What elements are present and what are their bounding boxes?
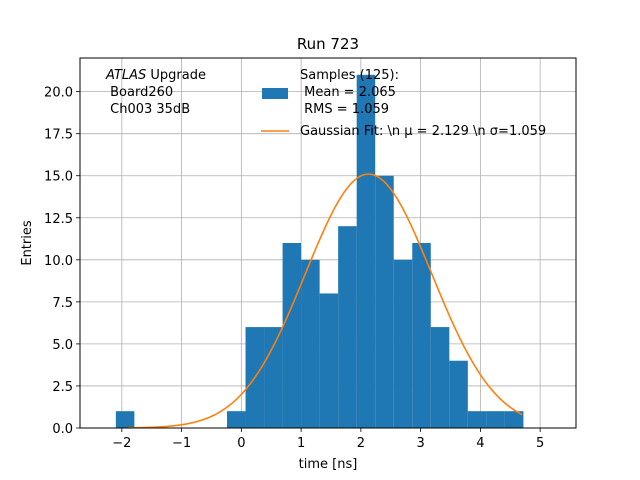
- annotation-line-2: Board260: [106, 85, 173, 100]
- x-axis-label: time [ns]: [299, 457, 358, 472]
- histogram-bar: [467, 411, 487, 428]
- atlas-annotation: ATLAS Upgrade Board260 Ch003 35dB: [105, 68, 206, 117]
- legend-histogram-line: RMS = 1.059: [300, 102, 389, 117]
- x-tick-label: 3: [416, 436, 424, 451]
- y-axis-ticks: 0.0 2.5 5.0 7.5 10.0 12.5 15.0 17.5 20.0: [44, 86, 80, 437]
- x-tick-label: 2: [357, 436, 365, 451]
- gaussian-fit-curve: [127, 173, 523, 429]
- legend-histogram-line: Mean = 2.065: [300, 85, 396, 100]
- y-tick-label: 0.0: [52, 422, 73, 437]
- histogram-bar: [449, 360, 468, 428]
- y-tick-label: 10.0: [44, 254, 73, 269]
- y-tick-label: 20.0: [44, 86, 73, 101]
- x-axis-ticks: −2 −1 0 1 2 3 4 5: [112, 428, 544, 451]
- x-tick-label: 5: [536, 436, 544, 451]
- histogram-bar: [319, 293, 339, 428]
- chart-title: Run 723: [297, 35, 359, 53]
- histogram-bar: [375, 175, 394, 428]
- histogram-bar: [301, 259, 320, 428]
- x-tick-label: 1: [297, 436, 305, 451]
- legend-histogram-swatch: [262, 88, 288, 99]
- annotation-upgrade: Upgrade: [146, 68, 206, 83]
- y-tick-label: 17.5: [44, 128, 73, 143]
- annotation-line-1: ATLAS Upgrade: [105, 68, 206, 83]
- histogram-bar: [430, 327, 450, 428]
- histogram-bar: [356, 74, 376, 429]
- histogram-bar: [393, 259, 413, 428]
- y-axis-label: Entries: [20, 220, 35, 266]
- histogram-bar: [504, 411, 524, 428]
- histogram-bar: [282, 243, 302, 428]
- y-tick-label: 5.0: [52, 338, 73, 353]
- x-tick-label: 0: [237, 436, 245, 451]
- histogram-bars: [115, 74, 524, 429]
- plot-frame: [79, 57, 577, 429]
- histogram-bar: [264, 327, 283, 428]
- x-tick-label: 4: [476, 436, 484, 451]
- annotation-line-3: Ch003 35dB: [106, 102, 190, 117]
- y-tick-label: 7.5: [52, 296, 73, 311]
- x-tick-label: −2: [112, 436, 131, 451]
- histogram-bar: [486, 411, 505, 428]
- histogram-bar: [338, 226, 357, 428]
- x-tick-label: −1: [172, 436, 191, 451]
- legend-fit-label: Gaussian Fit: \n μ = 2.129 \n σ=1.059: [300, 124, 546, 139]
- y-tick-label: 2.5: [52, 380, 73, 395]
- annotation-atlas: ATLAS: [105, 68, 146, 83]
- legend: Samples (125): Mean = 2.065 RMS = 1.059 …: [261, 68, 546, 139]
- histogram-bar: [227, 411, 246, 428]
- legend-histogram-line: Samples (125):: [300, 68, 399, 83]
- histogram-bar: [412, 243, 431, 428]
- histogram-bar: [115, 411, 135, 428]
- y-tick-label: 15.0: [44, 170, 73, 185]
- legend-histogram-label: Samples (125): Mean = 2.065 RMS = 1.059: [300, 68, 399, 117]
- y-tick-label: 12.5: [44, 212, 73, 227]
